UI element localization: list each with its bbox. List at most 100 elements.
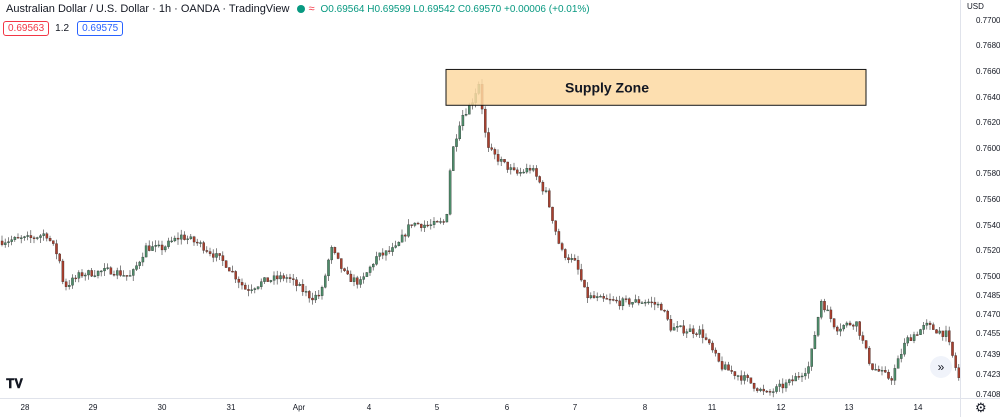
candle-down (496, 154, 500, 162)
candle-down (388, 250, 391, 252)
candle-down (196, 241, 199, 244)
candle-up (128, 275, 132, 277)
candle-up (327, 259, 330, 277)
candle-down (410, 224, 413, 226)
candle-up (407, 224, 410, 237)
candle-up (84, 274, 87, 277)
candle-up (461, 115, 465, 127)
candle-down (221, 255, 225, 261)
candle-down (512, 167, 516, 171)
candle-up (685, 331, 689, 334)
candle-down (420, 223, 423, 228)
candle-down (624, 298, 628, 300)
candle-up (100, 270, 103, 273)
candle-up (362, 276, 365, 280)
candle-up (250, 289, 253, 291)
candle-down (202, 242, 205, 251)
candle-up (794, 376, 797, 382)
candle-up (544, 190, 548, 192)
candle-down (535, 168, 538, 177)
candle-down (864, 340, 868, 349)
candle-down (548, 190, 551, 208)
buy-price-button[interactable]: 0.69575 (77, 21, 124, 36)
candle-down (58, 253, 61, 262)
candle-down (346, 270, 349, 275)
time-tick-label: 14 (913, 403, 923, 412)
candle-up (272, 275, 276, 281)
candle-down (618, 300, 621, 307)
waves-icon[interactable]: ≈ (308, 3, 315, 15)
candle-down (877, 369, 881, 372)
candle-up (468, 105, 471, 115)
candle-down (628, 298, 631, 305)
candle-up (138, 261, 141, 266)
candle-up (816, 317, 820, 336)
candle-up (253, 288, 257, 290)
time-tick-label: 12 (776, 403, 786, 412)
candle-down (52, 240, 55, 244)
candle-up (256, 286, 260, 289)
candle-up (378, 252, 381, 257)
candle-up (906, 337, 909, 344)
candle-down (909, 337, 913, 341)
candle-down (80, 272, 84, 277)
gear-icon[interactable]: ⚙ (975, 400, 987, 415)
candle-down (666, 310, 669, 320)
candle-up (532, 168, 535, 171)
time-tick-label: 13 (844, 403, 854, 412)
candle-down (333, 247, 337, 254)
candle-up (263, 277, 266, 282)
candle-down (90, 270, 93, 277)
candle-up (525, 168, 529, 173)
candle-up (938, 330, 941, 334)
tradingview-logo-icon[interactable]: 𝐓𝐕 (6, 376, 23, 391)
symbol-title[interactable]: Australian Dollar / U.S. Dollar · 1h · O… (6, 3, 290, 15)
candle-up (919, 329, 922, 335)
candle-down (576, 260, 580, 270)
candle-down (343, 268, 346, 271)
candle-down (567, 257, 570, 260)
candle-down (308, 291, 311, 299)
currency-selector[interactable]: USD (967, 2, 984, 11)
sell-price-button[interactable]: 0.69563 (3, 21, 50, 36)
price-tick-label: 0.74080 (976, 389, 1000, 399)
candle-up (173, 237, 177, 242)
candle-down (288, 277, 292, 279)
candle-down (231, 270, 234, 273)
candle-down (148, 245, 151, 251)
candle-down (887, 371, 890, 379)
candle-up (804, 373, 807, 377)
supply-zone-rectangle[interactable] (445, 68, 867, 106)
candle-up (116, 270, 119, 276)
candle-up (772, 391, 775, 393)
candle-down (160, 244, 164, 251)
candle-up (144, 245, 148, 258)
candle-up (599, 296, 602, 298)
candle-down (416, 222, 420, 225)
candle-down (951, 341, 954, 356)
candle-down (426, 224, 429, 227)
time-tick-label: 28 (20, 403, 30, 412)
candle-down (349, 273, 353, 282)
candle-up (215, 253, 218, 258)
candle-up (359, 279, 362, 285)
candle-up (634, 299, 637, 303)
candle-down (701, 329, 705, 338)
time-axis[interactable]: 28 29 30 31 Apr 4 5 6 7 8 11 12 13 14 (0, 398, 960, 417)
candle-up (77, 272, 81, 279)
candle-up (189, 236, 193, 239)
candle-down (506, 161, 509, 170)
candle-up (800, 375, 804, 378)
candle-up (26, 235, 29, 237)
candle-down (16, 237, 20, 239)
price-chart[interactable]: Supply Zone Australian Dollar / U.S. Dol… (0, 0, 960, 398)
candle-up (676, 326, 679, 328)
candle-up (925, 322, 929, 326)
candle-up (122, 275, 125, 277)
candle-up (455, 138, 458, 147)
scroll-to-realtime-icon[interactable]: » (930, 356, 952, 378)
candle-down (212, 253, 215, 258)
candle-up (596, 296, 599, 298)
